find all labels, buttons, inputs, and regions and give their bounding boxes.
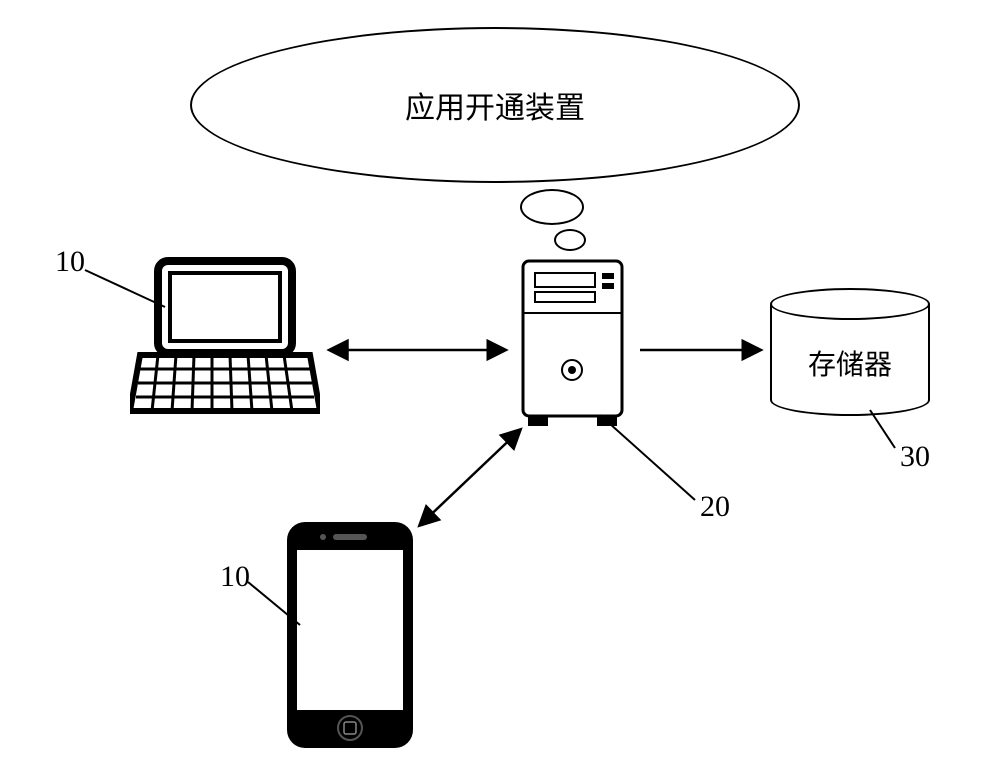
edges bbox=[330, 350, 760, 525]
edge-server-phone bbox=[420, 430, 520, 525]
storage-cylinder: 存储器 bbox=[770, 288, 930, 416]
storage-label: 存储器 bbox=[808, 343, 892, 383]
diagram-canvas: 应用开通装置 bbox=[0, 0, 1000, 763]
